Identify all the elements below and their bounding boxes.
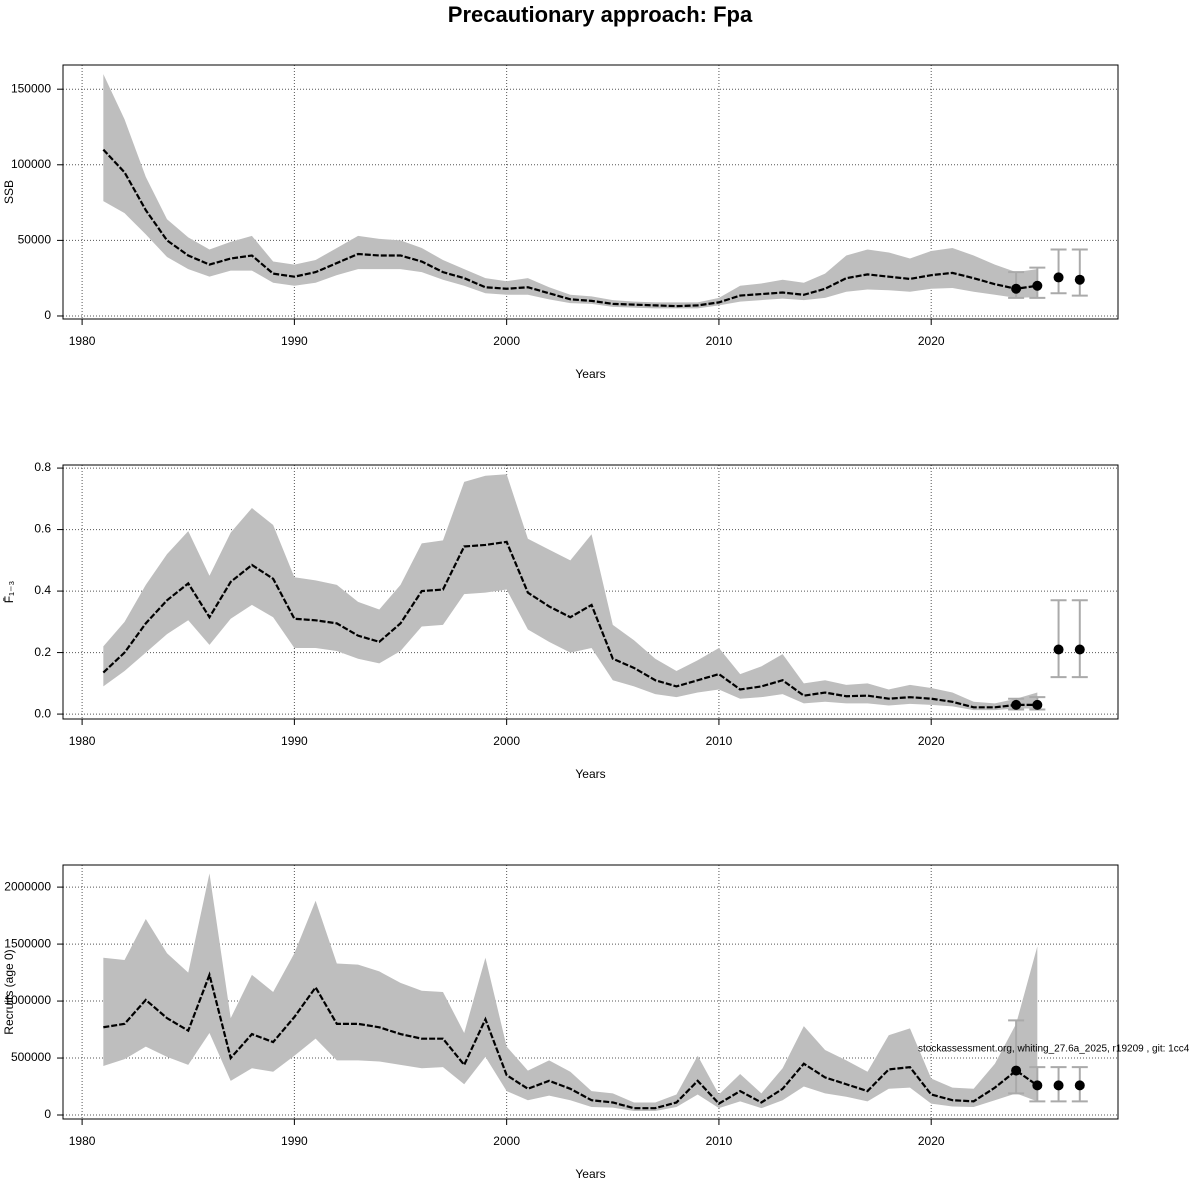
x-tick-label: 2010: [706, 1134, 733, 1148]
forecast-point: [1074, 1080, 1085, 1091]
x-axis-label: Years: [575, 767, 605, 781]
forecast-point: [1053, 1080, 1064, 1091]
plot-frame: [62, 864, 1119, 1120]
plot-frame: [62, 64, 1119, 320]
x-tick-label: 2000: [493, 1134, 520, 1148]
y-tick-label: 100000: [11, 157, 51, 171]
x-tick-label: 1990: [281, 734, 308, 748]
x-tick-label: 2000: [493, 334, 520, 348]
forecast-point: [1032, 1080, 1043, 1091]
figure-title: Precautionary approach: Fpa: [448, 2, 753, 27]
x-axis-label: Years: [575, 1167, 605, 1181]
x-tick-label: 2020: [918, 734, 945, 748]
x-tick-label: 1980: [69, 334, 96, 348]
y-tick-label: 2000000: [4, 879, 51, 893]
forecast-point: [1032, 699, 1043, 710]
x-tick-label: 2020: [918, 1134, 945, 1148]
y-tick-label: 1500000: [4, 936, 51, 950]
y-tick-label: 0.6: [34, 522, 51, 536]
plot: [63, 465, 1118, 719]
y-tick-label: 150000: [11, 81, 51, 95]
plot: [63, 65, 1118, 319]
confidence-band: [103, 873, 1038, 1112]
estimate-line: [103, 971, 1038, 1110]
confidence-band: [103, 74, 1038, 309]
y-tick-label: 0.4: [34, 583, 51, 597]
y-tick-label: 0: [44, 308, 51, 322]
y-tick-label: 0.2: [34, 645, 51, 659]
y-axis-label: SSB: [2, 180, 16, 204]
forecast-point: [1011, 1065, 1022, 1076]
forecast-point: [1032, 280, 1043, 291]
forecast-point: [1053, 644, 1064, 655]
y-axis-label: Recruits (age 0): [2, 949, 16, 1034]
forecast-point: [1074, 644, 1085, 655]
estimate-line: [102, 148, 1038, 308]
y-tick-label: 0: [44, 1107, 51, 1121]
y-tick-label: 0.8: [34, 460, 51, 474]
forecast-point: [1011, 699, 1022, 710]
forecast-point: [1074, 274, 1085, 285]
confidence-band: [103, 474, 1038, 711]
x-tick-label: 2020: [918, 334, 945, 348]
x-tick-label: 2000: [493, 734, 520, 748]
y-tick-label: 500000: [11, 1050, 51, 1064]
y-tick-label: 50000: [18, 233, 52, 247]
plot: [63, 865, 1118, 1119]
x-tick-label: 1980: [69, 1134, 96, 1148]
forecast-point: [1011, 283, 1022, 294]
x-tick-label: 1990: [281, 334, 308, 348]
annotation: stockassessment.org, whiting_27.6a_2025,…: [918, 1044, 1190, 1055]
y-tick-label: 0.0: [34, 706, 51, 720]
estimate-line: [102, 540, 1038, 709]
y-axis-label: F̄₁₋₃: [2, 581, 16, 604]
x-axis-label: Years: [575, 367, 605, 381]
plot-frame: [62, 464, 1119, 720]
x-tick-label: 2010: [706, 334, 733, 348]
x-tick-label: 1980: [69, 734, 96, 748]
y-tick-label: 1000000: [4, 993, 51, 1007]
forecast-point: [1053, 272, 1064, 283]
x-tick-label: 1990: [281, 1134, 308, 1148]
x-tick-label: 2010: [706, 734, 733, 748]
